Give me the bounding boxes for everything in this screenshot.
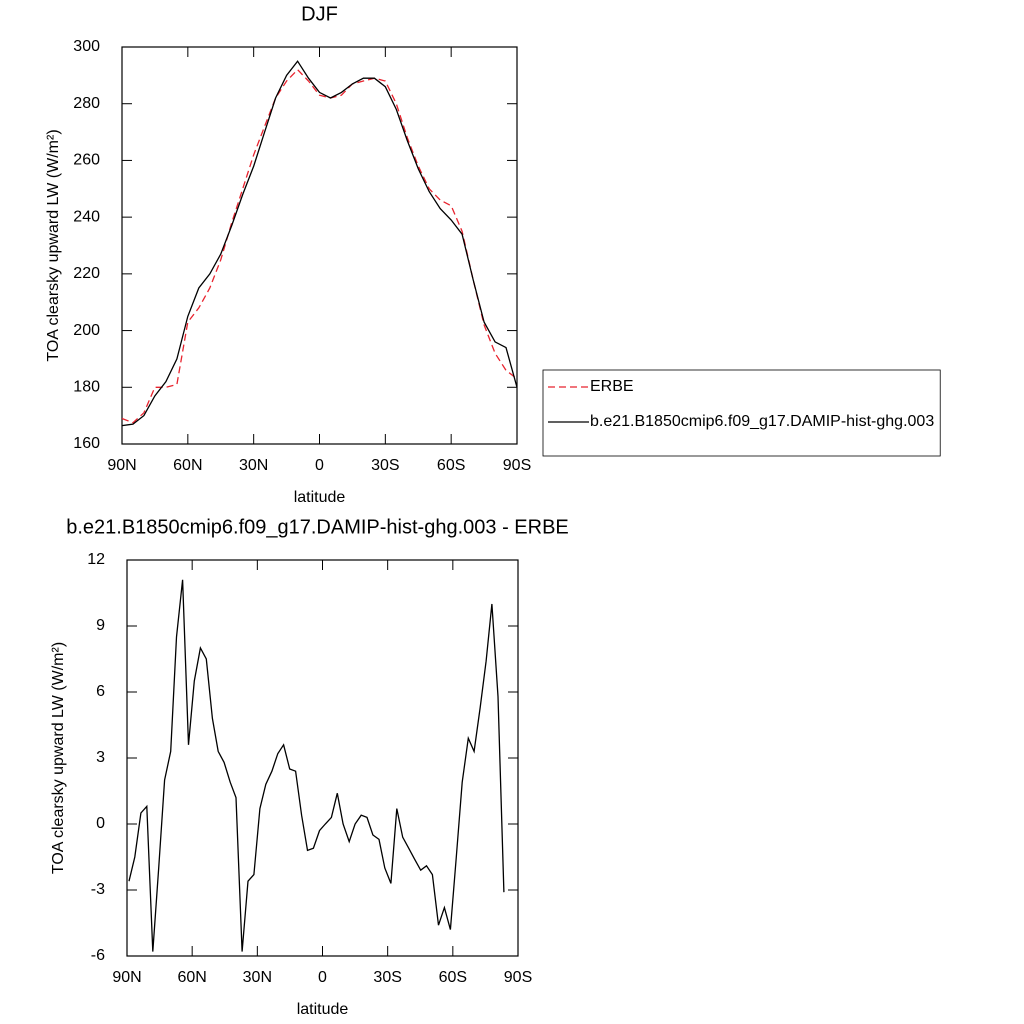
y-tick-label: 220 [73,265,100,282]
y-tick-label: 200 [73,322,100,339]
y-tick-label: -3 [91,881,105,898]
x-tick-label: 60N [173,457,202,474]
y-tick-label: 12 [87,551,105,568]
x-tick-label: 90N [112,969,141,986]
y-tick-label: 3 [96,749,105,766]
x-tick-label: 30N [239,457,268,474]
x-tick-label: 90S [503,457,531,474]
x-axis-label: latitude [294,489,346,506]
x-tick-label: 60S [437,457,465,474]
y-tick-label: 6 [96,683,105,700]
legend-label: ERBE [590,378,634,395]
data-line [128,579,505,952]
y-axis-label: TOA clearsky upward LW (W/m²) [50,642,67,874]
x-tick-label: 30N [243,969,272,986]
x-tick-label: 90S [504,969,532,986]
legend-label: b.e21.B1850cmip6.f09_g17.DAMIP-hist-ghg.… [590,413,934,430]
plot-frame [121,46,518,445]
x-axis-label: latitude [297,1001,349,1018]
y-tick-label: 300 [73,38,100,55]
x-tick-label: 0 [315,457,324,474]
chart-title: DJF [301,3,338,25]
data-line [121,68,518,424]
y-tick-label: 180 [73,379,100,396]
x-tick-label: 30S [371,457,399,474]
y-tick-label: 280 [73,95,100,112]
y-tick-label: 9 [96,617,105,634]
data-line [121,60,518,427]
legend: ERBE b.e21.B1850cmip6.f09_g17.DAMIP-hist-… [542,369,941,457]
y-tick-label: 260 [73,152,100,169]
y-axis-label: TOA clearsky upward LW (W/m²) [45,129,62,361]
y-tick-label: 160 [73,435,100,452]
x-tick-label: 60S [439,969,467,986]
y-tick-label: 240 [73,208,100,225]
x-tick-label: 60N [177,969,206,986]
chart-title: b.e21.B1850cmip6.f09_g17.DAMIP-hist-ghg.… [66,516,569,538]
legend-frame [542,369,941,457]
plot-frame [126,559,519,957]
x-tick-label: 0 [318,969,327,986]
x-tick-label: 30S [373,969,401,986]
y-tick-label: 0 [96,815,105,832]
x-tick-label: 90N [107,457,136,474]
y-tick-label: -6 [91,947,105,964]
